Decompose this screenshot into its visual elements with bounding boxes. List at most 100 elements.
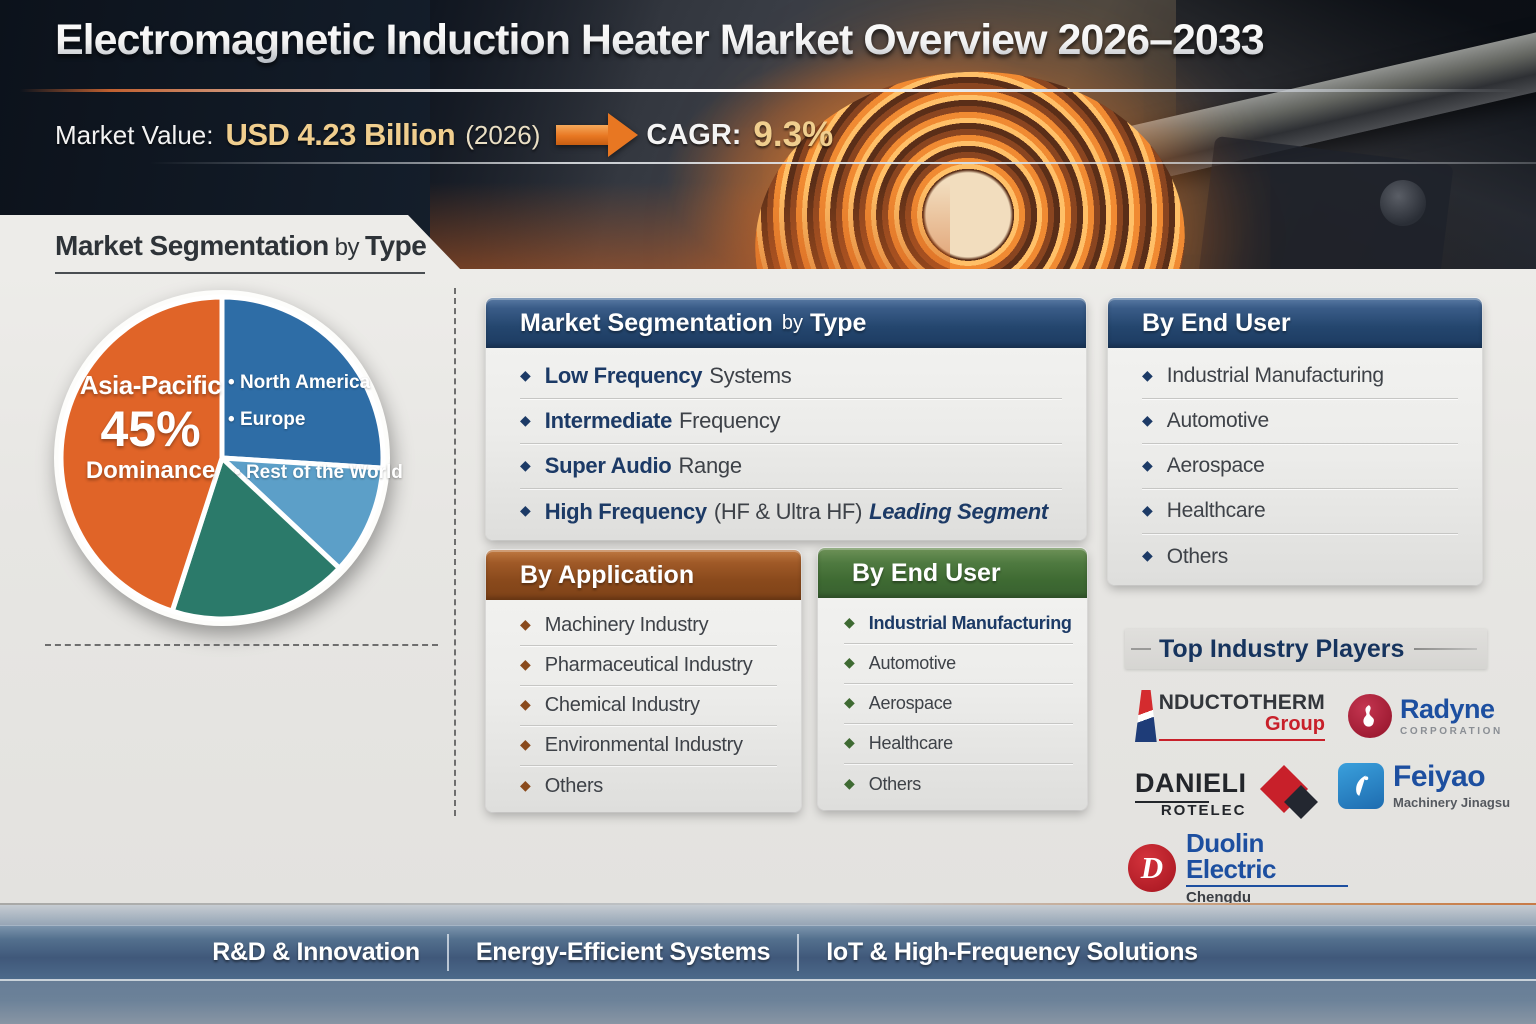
panel-header: By Application [486,550,801,600]
list-item: ◆ Chemical Industry [520,686,777,726]
diamond-bullet-icon: ◆ [844,614,855,630]
panel-items: ◆ Low Frequency Systems ◆ Intermediate Freque… [486,348,1086,540]
panel-by-end-user-green: By End User ◆ Industrial Manufacturing ◆ Au… [818,548,1087,810]
logo-inductotherm: NDUCTOTHERM Group [1135,690,1325,742]
feiyao-leaf-icon [1338,763,1384,809]
panel-title: By End User [1142,308,1291,337]
cagr-label: CAGR: [646,118,742,151]
line-decoration [1414,648,1477,650]
list-item: ◆ Healthcare [844,724,1073,764]
top-industry-players-header: Top Industry Players [1125,629,1487,669]
header-divider [150,162,1536,164]
pie-region-label: Asia-Pacific [79,370,222,400]
list-item: ◆ Healthcare [1142,489,1458,534]
pie-legend-blue: North America Europe [228,372,370,446]
diamond-bullet-icon: ◆ [520,696,531,712]
footer-item: Energy-Efficient Systems [446,934,797,971]
footer-top-line [0,903,1536,905]
panel-items: ◆ Industrial Manufacturing ◆ Automotive ◆ Aer… [818,598,1087,810]
diamond-bullet-icon: ◆ [1142,366,1153,383]
players-title: Top Industry Players [1159,634,1405,663]
market-value-row: Market Value: USD 4.23 Billion (2026) CA… [55,112,833,158]
left-title-underline [55,272,425,274]
list-item: ◆ Intermediate Frequency [520,399,1062,444]
list-item: ◆ Others [520,774,604,797]
left-title-by: by [334,234,360,261]
diamond-bullet-icon: ◆ [520,736,531,752]
list-item: ◆ Automotive [844,644,1073,684]
danieli-underline [1135,800,1209,803]
pie-center-label: Asia-Pacific 45% Dominance [68,370,233,484]
feiyao-name: Feiyao [1393,760,1486,793]
page-title: Electromagnetic Induction Heater Market … [55,16,1265,64]
logo-danieli: DANIELI ROTELEC [1135,764,1335,822]
list-item: ◆ Industrial Manufacturing [844,604,1073,644]
dash-decoration [1131,648,1151,650]
diamond-bullet-icon: ◆ [520,411,531,428]
pie-legend-lightblue: Rest of the World [234,462,403,499]
inductotherm-underline [1158,739,1325,741]
footer: R&D & Innovation Energy-Efficient Systems… [0,905,1536,1024]
left-panel-notch [0,215,462,271]
market-value: USD 4.23 Billion [225,117,456,152]
panel-header: By End User [818,548,1087,598]
logo-radyne: Radyne CORPORATION [1348,694,1500,738]
pie-caption-label: Dominance [85,456,216,484]
induction-coil-photo [430,0,1536,272]
list-item: ◆ Machinery Industry [520,606,777,646]
diamond-bullet-icon: ◆ [520,656,531,672]
bolt-detail [1380,180,1426,226]
diamond-bullet-icon: ◆ [844,774,855,791]
panel-header: By End User [1108,298,1482,348]
dashed-divider-vertical [454,288,456,816]
logo-feiyao: Feiyao Machinery Jinagsu [1338,762,1510,810]
list-item: ◆ Automotive [1142,399,1458,444]
radyne-corporation: CORPORATION [1400,725,1503,737]
panel-title: By End User [852,558,1001,587]
panel-title: By Application [520,560,695,589]
diamond-bullet-icon: ◆ [520,366,531,383]
danieli-name: DANIELI [1135,767,1247,798]
list-item: ◆ High Frequency (HF & Ultra HF) Leading Se… [520,498,1048,524]
diamond-bullet-icon: ◆ [1142,501,1153,518]
danieli-rotelec: ROTELEC [1160,801,1247,819]
radyne-name: Radyne [1400,693,1495,724]
panel-items: ◆ Machinery Industry ◆ Pharmaceutical Indus… [486,600,801,812]
floor-glow [430,182,950,272]
duolin-name: Duolin Electric [1186,830,1348,887]
panel-header: Market Segmentation by Type [486,298,1086,348]
diamond-bullet-icon: ◆ [520,776,531,793]
list-item: ◆ Environmental Industry [520,726,777,766]
pie-slice [169,455,342,622]
market-value-label: Market Value: [55,119,214,150]
pie-value-label: 45% [100,401,201,458]
panel-items: ◆ Industrial Manufacturing ◆ Automotive ◆ Aer… [1108,348,1482,585]
footer-item: R&D & Innovation [212,938,420,966]
panel-title-by: by [781,311,803,334]
diamond-bullet-icon: ◆ [844,694,855,710]
list-item: ◆ Others [844,773,921,794]
inductotherm-name: NDUCTOTHERM [1158,691,1325,714]
diamond-bullet-icon: ◆ [1142,411,1153,428]
radyne-flame-icon [1348,694,1392,738]
pie-chart: Asia-Pacific 45% Dominance North America… [50,286,403,630]
cagr-value: 9.3% [753,115,834,154]
list-item: ◆ Aerospace [1142,444,1458,489]
list-item: ◆ Pharmaceutical Industry [520,646,777,686]
footer-item: IoT & High-Frequency Solutions [797,934,1225,971]
diamond-bullet-icon: ◆ [844,654,855,670]
panel-title-strong: Market Segmentation [520,308,773,337]
panel-by-application: By Application ◆ Machinery Industry ◆ Pharm… [486,550,801,812]
diamond-bullet-icon: ◆ [1142,456,1153,473]
inductotherm-chimney-icon [1135,690,1157,742]
diamond-bullet-icon: ◆ [1142,547,1153,563]
list-item: ◆ Super Audio Range [520,444,1062,489]
right-arrow-icon [556,113,639,157]
panel-segmentation-by-type: Market Segmentation by Type ◆ Low Frequen… [486,298,1086,540]
inductotherm-group: Group [1265,713,1325,735]
legend-item: Rest of the World [234,462,403,484]
duolin-d-icon: D [1128,844,1176,892]
panel-by-end-user-right: By End User ◆ Industrial Manufacturing ◆ Au… [1108,298,1482,585]
diamond-bullet-icon: ◆ [520,456,531,473]
